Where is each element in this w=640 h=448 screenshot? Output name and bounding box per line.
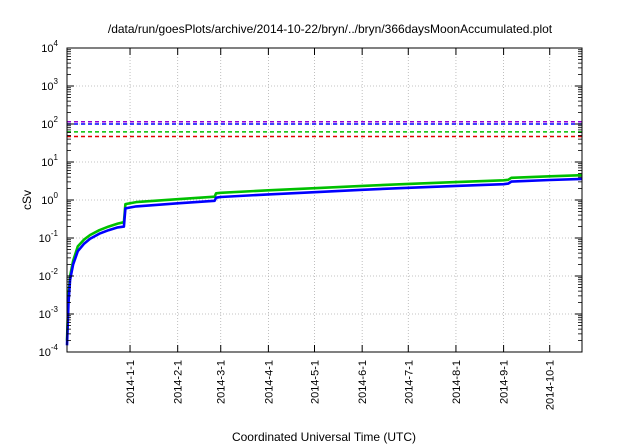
y-tick-exponent: -1 bbox=[51, 229, 59, 238]
series-line bbox=[65, 177, 583, 346]
y-tick-exponent: 0 bbox=[54, 191, 59, 200]
y-tick-label: 10-3 bbox=[39, 305, 59, 321]
y-tick-exponent: 3 bbox=[54, 77, 59, 86]
y-tick-base: 10 bbox=[41, 195, 53, 207]
plot-area-frame bbox=[66, 47, 583, 353]
chart-title: /data/run/goesPlots/archive/2014-10-22/b… bbox=[108, 22, 553, 36]
y-tick-label: 100 bbox=[41, 191, 58, 207]
x-tick-label: 2014-10-1 bbox=[545, 360, 557, 410]
y-tick-base: 10 bbox=[41, 157, 53, 169]
y-tick-exponent: -3 bbox=[51, 305, 59, 314]
y-tick-label: 10-2 bbox=[39, 267, 59, 283]
y-tick-exponent: 4 bbox=[54, 39, 59, 48]
x-tick-label: 2014-9-1 bbox=[499, 360, 511, 404]
y-tick-base: 10 bbox=[41, 81, 53, 93]
grid bbox=[67, 48, 582, 352]
reference-lines bbox=[67, 120, 582, 138]
y-tick-exponent: 2 bbox=[54, 115, 59, 124]
x-tick-label: 2014-4-1 bbox=[263, 360, 275, 404]
x-axis-ticks: 2014-1-1 2014-2-1 2014-3-1 2014-4-1 2014-5-1… bbox=[125, 48, 557, 410]
y-tick-base: 10 bbox=[39, 233, 51, 245]
y-tick-base: 10 bbox=[39, 271, 51, 283]
y-tick-base: 10 bbox=[41, 119, 53, 131]
y-tick-exponent: 1 bbox=[54, 153, 59, 162]
y-tick-base: 10 bbox=[41, 43, 53, 55]
y-tick-base: 10 bbox=[39, 309, 51, 321]
y-tick-exponent: -4 bbox=[51, 343, 59, 352]
y-tick-label: 10-4 bbox=[39, 343, 59, 359]
y-axis-label: cSv bbox=[20, 190, 34, 210]
y-tick-label: 10-1 bbox=[39, 229, 59, 245]
y-tick-exponent: -2 bbox=[51, 267, 59, 276]
y-tick-label: 102 bbox=[41, 115, 58, 131]
x-tick-label: 2014-3-1 bbox=[216, 360, 228, 404]
x-tick-label: 2014-6-1 bbox=[357, 360, 369, 404]
x-tick-label: 2014-2-1 bbox=[173, 360, 185, 404]
x-tick-label: 2014-7-1 bbox=[403, 360, 415, 404]
series-lines bbox=[65, 173, 583, 346]
series-line bbox=[65, 173, 583, 341]
y-tick-label: 103 bbox=[41, 77, 58, 93]
y-tick-label: 101 bbox=[41, 153, 58, 169]
y-tick-base: 10 bbox=[39, 347, 51, 359]
x-tick-label: 2014-8-1 bbox=[451, 360, 463, 404]
x-tick-label: 2014-5-1 bbox=[310, 360, 322, 404]
y-tick-label: 104 bbox=[41, 39, 58, 55]
x-tick-label: 2014-1-1 bbox=[125, 360, 137, 404]
x-axis-label: Coordinated Universal Time (UTC) bbox=[232, 430, 416, 444]
